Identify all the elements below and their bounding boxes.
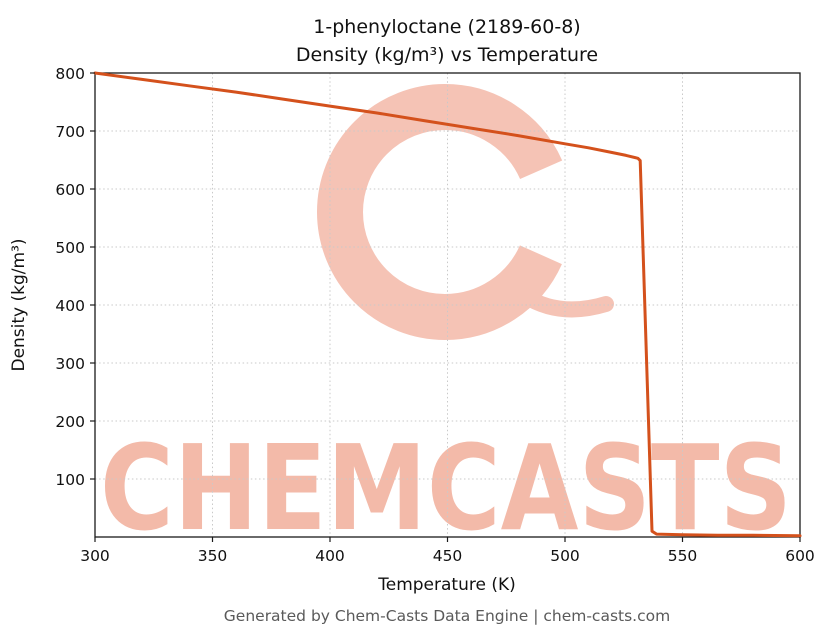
x-axis-label: Temperature (K) — [377, 575, 516, 595]
tick-layer: 300 350 400 450 500 550 600 100 200 300 400 500 600 7… — [55, 65, 814, 565]
chart-title-line-2: Density (kg/m³) vs Temperature — [296, 44, 598, 66]
y-tick-label: 800 — [55, 65, 85, 83]
y-tick-label: 400 — [55, 297, 85, 315]
chart-title-line-1: 1-phenyloctane (2189-60-8) — [313, 16, 580, 38]
x-tick-label: 350 — [198, 547, 228, 565]
x-tick-label: 450 — [433, 547, 463, 565]
y-tick-label: 700 — [55, 123, 85, 141]
density-series-line — [93, 71, 802, 538]
footer-text: Generated by Chem-Casts Data Engine | ch… — [224, 607, 670, 625]
y-tick-label: 500 — [55, 239, 85, 257]
x-tick-label: 400 — [315, 547, 345, 565]
y-tick-label: 600 — [55, 181, 85, 199]
watermark-text: CHEMCASTS — [100, 419, 792, 557]
x-tick-label: 600 — [785, 547, 815, 565]
y-axis-label: Density (kg/m³) — [9, 238, 29, 371]
x-tick-label: 550 — [668, 547, 698, 565]
y-tick-label: 300 — [55, 355, 85, 373]
x-tick-label: 500 — [550, 547, 580, 565]
y-tick-label: 100 — [55, 471, 85, 489]
y-tick-label: 200 — [55, 413, 85, 431]
watermark-logo-flourish-icon — [517, 288, 614, 318]
watermark-logo-c-icon — [317, 84, 573, 340]
x-tick-label: 300 — [80, 547, 110, 565]
